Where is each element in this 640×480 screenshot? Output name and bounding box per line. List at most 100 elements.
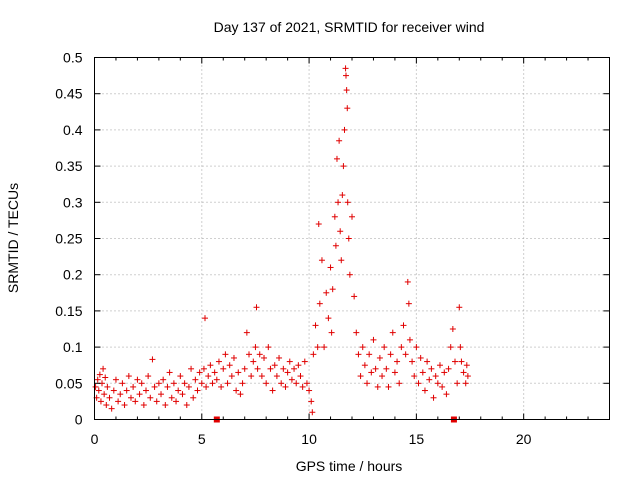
data-point: [301, 358, 308, 365]
y-tick-label: 0.2: [63, 267, 83, 283]
y-tick-labels: 0 0.05 0.1 0.15 0.2 0.25 0.3 0.35 0.4 0.45 0.5: [55, 50, 82, 428]
data-point: [177, 373, 184, 380]
data-point: [271, 362, 278, 369]
data-point: [243, 329, 250, 336]
data-point: [361, 362, 368, 369]
data-point: [364, 380, 371, 387]
data-point: [235, 369, 242, 376]
data-point: [291, 365, 298, 372]
data-point: [405, 300, 412, 307]
data-point: [332, 242, 339, 249]
data-point: [447, 344, 454, 351]
data-point: [153, 398, 160, 405]
data-point: [250, 358, 257, 365]
data-point: [151, 383, 158, 390]
data-point: [343, 87, 350, 94]
data-point: [261, 354, 268, 361]
data-point: [254, 365, 261, 372]
data-point: [183, 402, 190, 409]
y-tick-label: 0.45: [55, 86, 82, 102]
data-point: [207, 362, 214, 369]
data-point: [239, 380, 246, 387]
data-point: [310, 351, 317, 358]
data-point: [202, 315, 209, 322]
data-point: [346, 271, 353, 278]
data-point: [102, 374, 109, 381]
data-point: [94, 376, 101, 383]
data-point: [309, 409, 316, 416]
y-tick-label: 0: [75, 412, 83, 428]
data-point: [312, 322, 319, 329]
data-points: [92, 65, 471, 416]
data-point: [130, 383, 137, 390]
axis-ticks: [94, 57, 610, 420]
data-point: [432, 373, 439, 380]
data-point: [205, 373, 212, 380]
data-point: [406, 336, 413, 343]
data-point: [391, 369, 398, 376]
data-point: [173, 398, 180, 405]
data-point: [276, 354, 283, 361]
data-point: [293, 380, 300, 387]
data-point: [196, 369, 203, 376]
data-point: [252, 344, 259, 351]
data-point: [125, 373, 132, 380]
y-tick-label: 0.1: [63, 339, 83, 355]
data-point: [428, 365, 435, 372]
data-point: [331, 213, 338, 220]
data-point: [147, 394, 154, 401]
data-point: [278, 380, 285, 387]
data-point: [394, 358, 401, 365]
data-point: [325, 315, 332, 322]
data-point: [248, 373, 255, 380]
data-point: [457, 344, 464, 351]
data-point: [379, 373, 386, 380]
data-point: [138, 380, 145, 387]
data-point: [123, 387, 130, 394]
data-point: [246, 351, 252, 358]
data-point: [314, 344, 321, 351]
data-point: [342, 72, 349, 79]
data-point: [119, 380, 126, 387]
data-point: [366, 351, 373, 358]
data-point: [185, 383, 192, 390]
data-point: [336, 137, 343, 144]
data-point: [303, 380, 310, 387]
data-point: [115, 398, 122, 405]
data-point: [370, 336, 377, 343]
data-point: [103, 402, 110, 409]
data-point: [383, 365, 390, 372]
data-point: [342, 65, 349, 72]
data-point: [198, 380, 205, 387]
data-point: [211, 369, 218, 376]
data-point: [233, 387, 240, 394]
data-point: [421, 387, 428, 394]
y-tick-label: 0.05: [55, 375, 82, 391]
data-point: [341, 126, 348, 133]
data-point: [402, 351, 409, 358]
data-point: [96, 371, 103, 378]
data-point: [329, 286, 336, 293]
data-point: [315, 221, 322, 228]
data-point: [101, 391, 108, 398]
data-point: [145, 373, 152, 380]
plot-frame: [94, 57, 610, 420]
data-point: [454, 380, 461, 387]
data-point: [230, 354, 237, 361]
data-point: [132, 398, 139, 405]
data-point: [353, 329, 360, 336]
data-point: [166, 369, 173, 376]
data-point: [288, 376, 295, 383]
data-point: [134, 376, 141, 383]
data-point: [143, 387, 149, 394]
data-point: [149, 356, 156, 363]
data-point: [344, 199, 351, 206]
data-point: [335, 199, 342, 206]
data-point: [333, 155, 340, 162]
y-tick-label: 0.5: [63, 50, 83, 66]
x-tick-label: 5: [198, 431, 206, 447]
data-point: [434, 380, 441, 387]
data-point: [121, 402, 128, 409]
data-point: [458, 358, 465, 365]
data-point: [106, 394, 113, 401]
